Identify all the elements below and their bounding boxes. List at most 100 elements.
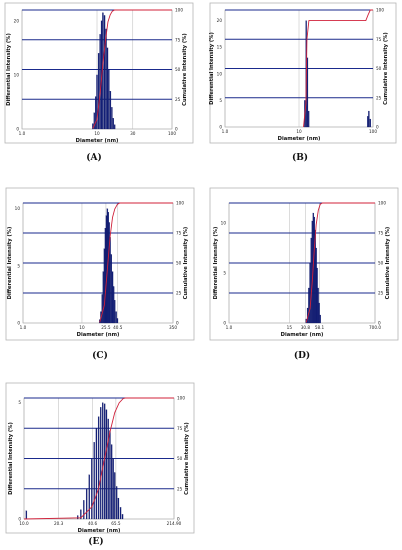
y2-tick-label: 25 [378, 291, 384, 296]
intensity-bar [88, 474, 90, 520]
y-tick-label: 5 [17, 263, 20, 268]
y-tick-label: 5 [223, 271, 226, 276]
intensity-bar [309, 262, 311, 324]
intensity-bar [115, 486, 118, 520]
cumulative-line [92, 9, 172, 129]
cumulative-line [23, 397, 174, 520]
intensity-bar [101, 294, 103, 324]
panel-caption: (A) [86, 152, 102, 163]
y2-tick-label: 25 [175, 97, 181, 102]
intensity-bar [25, 510, 28, 520]
y2-tick-label: 50 [176, 261, 182, 266]
x-tick-label: 25.5 [101, 325, 111, 330]
y-axis-label: Differential Intensity (%) [7, 227, 13, 300]
intensity-bar [109, 237, 111, 324]
y2-tick-label: 100 [376, 8, 384, 13]
x-axis-label: Diameter (nm) [278, 136, 321, 142]
intensity-bar [307, 110, 310, 128]
panel-caption: (D) [294, 350, 310, 361]
y-tick-label: 10 [14, 72, 20, 77]
y2-tick-label: 25 [176, 291, 182, 296]
y-axis-label: Differential Intensity (%) [8, 422, 14, 495]
x-tick-label: 10.0 [19, 521, 29, 526]
y2-tick-label: 50 [177, 456, 183, 461]
intensity-bar [103, 15, 106, 130]
intensity-bar [91, 458, 93, 520]
intensity-bar [367, 116, 369, 128]
y2-tick-label: 25 [376, 95, 382, 100]
y2-tick-label: 50 [175, 67, 181, 72]
intensity-bar [114, 472, 116, 520]
y-tick-label: 0 [18, 517, 21, 522]
intensity-bar [103, 248, 106, 324]
x-axis-label: Diameter (nm) [76, 138, 119, 144]
intensity-bar [96, 74, 98, 130]
chart-panel-4: 1.0 15 30.8 58.1 700.005100255075100Diameter… [209, 187, 399, 361]
intensity-bar [102, 271, 104, 324]
panel-caption: (B) [292, 152, 308, 163]
y-tick-label: 20 [14, 18, 20, 23]
y2-tick-label: 50 [376, 66, 382, 71]
y2-tick-label: 75 [176, 231, 182, 236]
y2-tick-label: 25 [177, 486, 183, 491]
intensity-bar [85, 488, 88, 520]
intensity-bar [80, 509, 82, 520]
intensity-bar [369, 118, 371, 128]
intensity-bar [121, 514, 124, 520]
intensity-bar [105, 409, 108, 520]
panel-caption: (E) [88, 536, 103, 547]
x-tick-label: 30 [130, 131, 136, 136]
y-tick-label: 10 [221, 221, 227, 226]
x-tick-label: 100 [369, 129, 377, 134]
x-axis-label: Diameter (nm) [281, 332, 324, 338]
y2-tick-label: 75 [378, 231, 384, 236]
y-tick-label: 15 [217, 45, 223, 50]
x-tick-label: 40.6 [88, 521, 98, 526]
intensity-bar [108, 69, 110, 130]
intensity-bar [109, 430, 111, 520]
intensity-bar [77, 515, 79, 520]
intensity-bar [115, 311, 117, 324]
x-tick-label: 20.3 [54, 521, 64, 526]
y2-tick-label: 100 [378, 201, 386, 206]
y2-axis-label: Cumulative Intensity (%) [183, 227, 189, 300]
intensity-bar [95, 428, 98, 520]
intensity-bar [106, 47, 109, 130]
intensity-bar [318, 302, 320, 324]
cumulative-line [99, 202, 173, 323]
x-axis-label: Diameter (nm) [78, 528, 121, 534]
y2-tick-label: 0 [176, 321, 179, 326]
y-tick-label: 10 [217, 71, 223, 76]
y-axis-label: Differential Intensity (%) [213, 227, 219, 300]
intensity-bar [114, 300, 116, 324]
y-tick-label: 0 [17, 321, 20, 326]
x-tick-label: 350 [169, 325, 177, 330]
x-tick-label: 100 [168, 131, 176, 136]
x-tick-label: 10 [296, 129, 302, 134]
intensity-bar [93, 112, 95, 130]
intensity-bar [116, 318, 119, 324]
intensity-bar [319, 314, 321, 324]
x-tick-label: 10 [94, 131, 100, 136]
intensity-bar [105, 28, 107, 130]
intensity-bar [114, 124, 116, 130]
y-tick-label: 5 [18, 400, 21, 405]
intensity-bar [109, 91, 112, 130]
intensity-bar [97, 416, 100, 520]
y-tick-label: 0 [223, 321, 226, 326]
intensity-bar [110, 444, 113, 520]
x-tick-label: 1.0 [20, 325, 27, 330]
x-tick-label: 40.5 [113, 325, 123, 330]
y2-tick-label: 100 [175, 8, 183, 13]
intensity-bar [316, 267, 318, 324]
cumulative-line [305, 202, 375, 323]
y2-tick-label: 0 [175, 127, 178, 132]
y2-tick-label: 75 [177, 426, 183, 431]
intensity-bar [107, 418, 109, 520]
x-tick-label: 65.5 [111, 521, 121, 526]
x-tick-label: 214.90 [167, 521, 182, 526]
x-axis-label: Diameter (nm) [77, 332, 120, 338]
chart-panel-5: 10.0 20.3 40.6 65.5 214.90050255075100Diamet… [5, 382, 195, 547]
